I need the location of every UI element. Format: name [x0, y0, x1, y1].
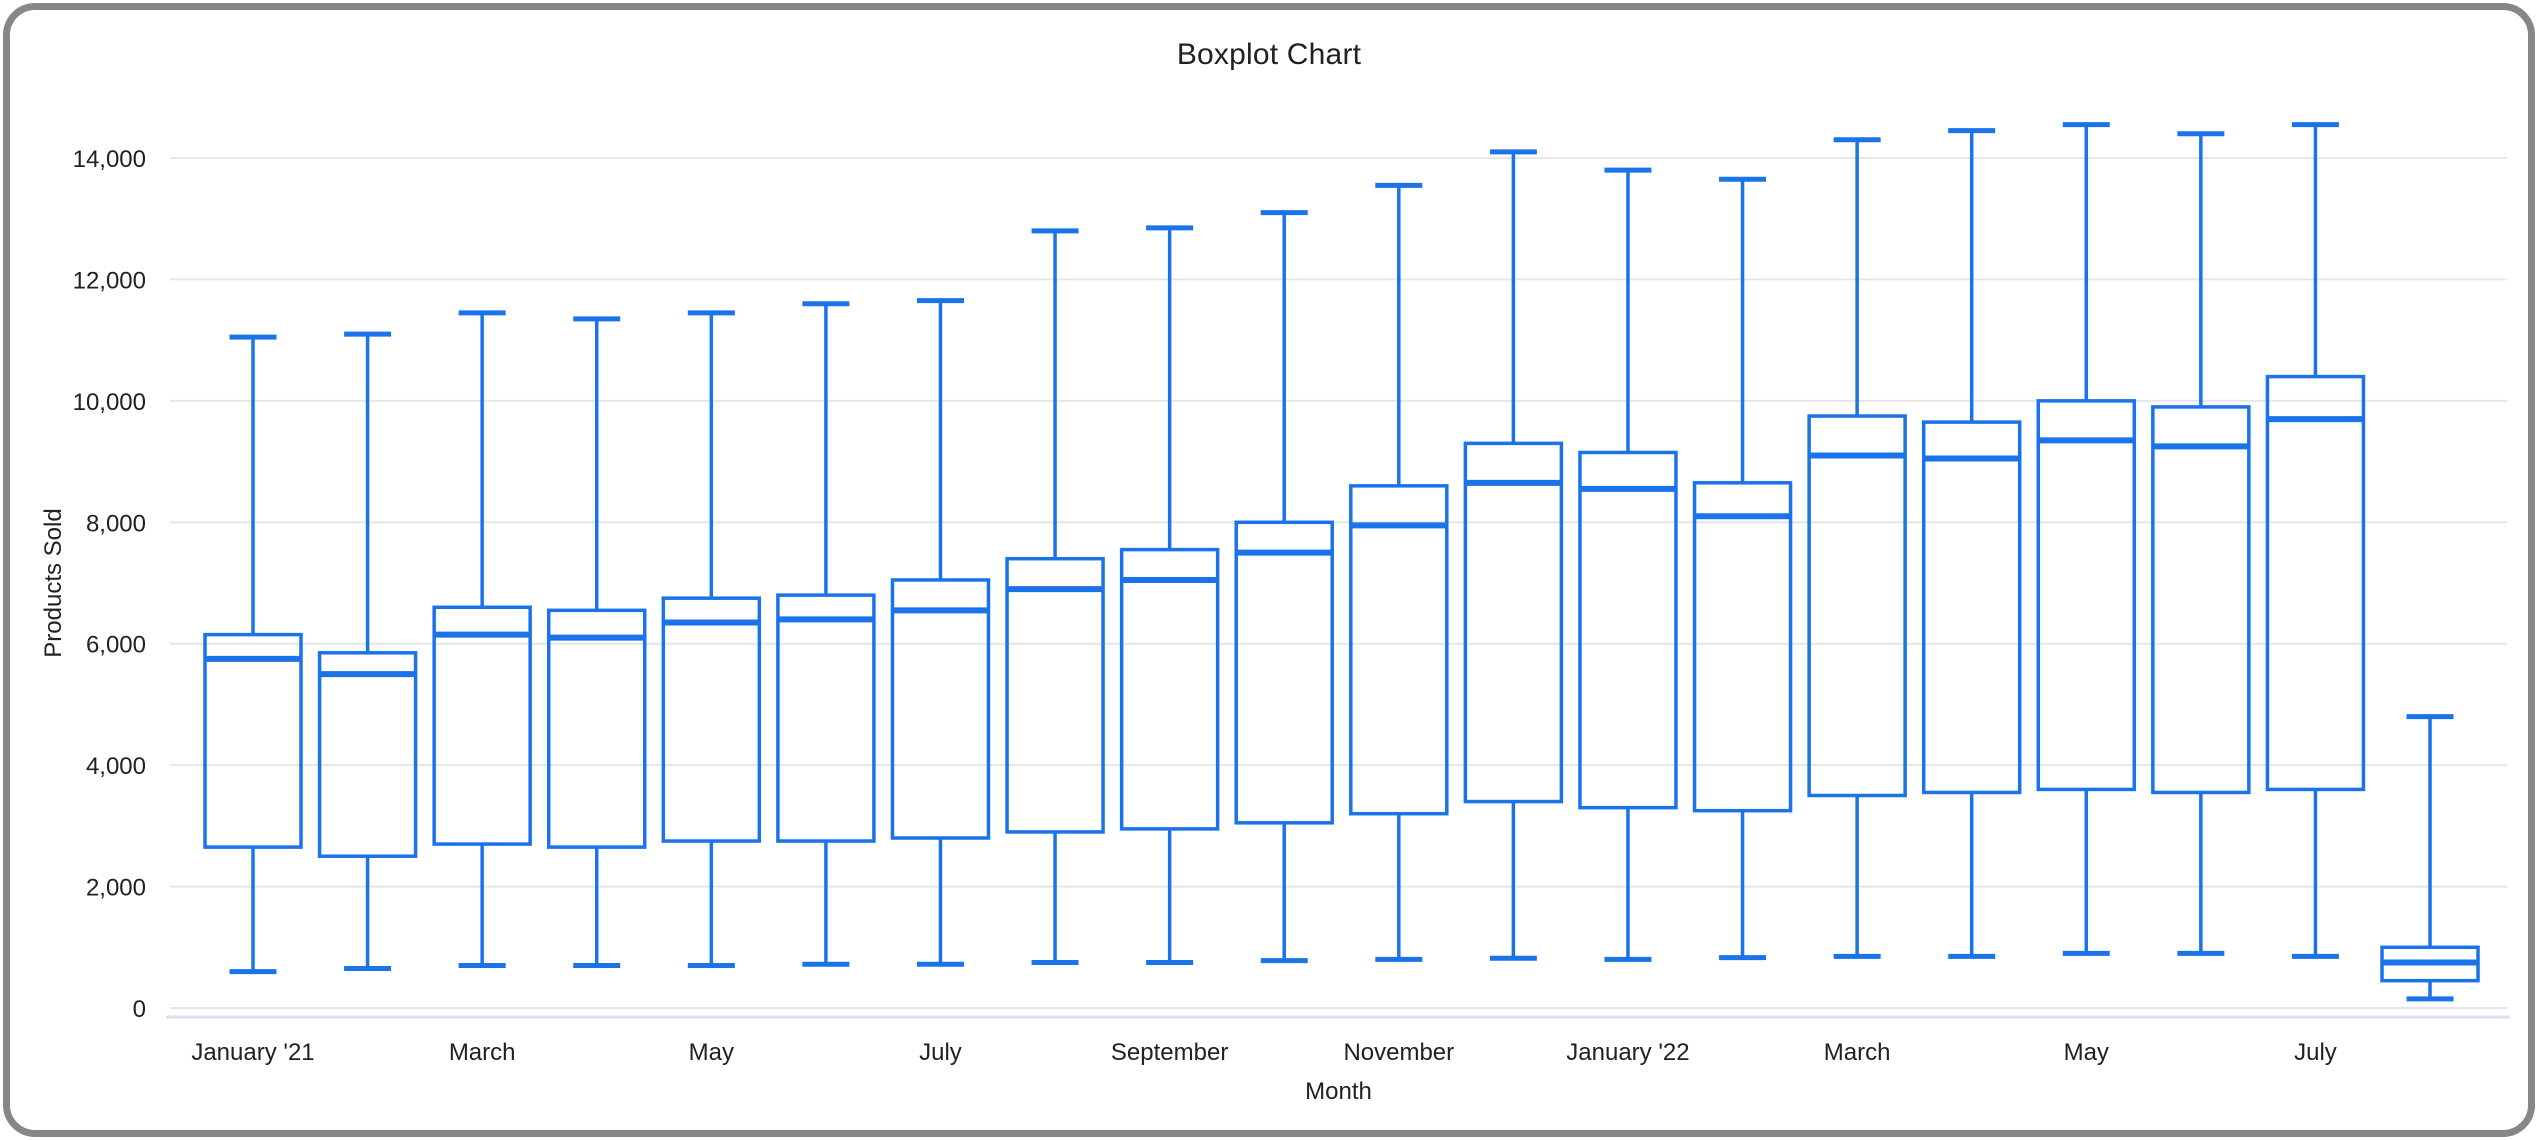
- boxplot-november-21[interactable]: [1349, 182, 1449, 962]
- x-tick-label: September: [1111, 1039, 1228, 1066]
- iqr-box: [890, 578, 991, 840]
- iqr-box: [203, 632, 303, 849]
- boxplot-october-21[interactable]: [1234, 210, 1334, 964]
- boxplot-may-21[interactable]: [661, 310, 762, 968]
- x-tick-label: May: [689, 1039, 734, 1066]
- boxplot-june-21[interactable]: [776, 301, 876, 967]
- iqr-box: [2151, 405, 2251, 795]
- iqr-box: [432, 605, 532, 846]
- boxplot-march-22[interactable]: [1807, 137, 1907, 959]
- iqr-box: [1234, 520, 1334, 825]
- y-tick-label: 4,000: [86, 753, 146, 780]
- iqr-box: [661, 596, 762, 843]
- boxplot-august-22[interactable]: [2380, 714, 2480, 1002]
- boxplot-august-21[interactable]: [1005, 228, 1105, 965]
- boxplot-february-21[interactable]: [317, 331, 418, 972]
- boxplot-september-21[interactable]: [1119, 225, 1220, 965]
- boxplot-january-22[interactable]: [1578, 167, 1678, 962]
- iqr-box: [2265, 374, 2366, 792]
- iqr-box: [1692, 481, 1793, 813]
- x-tick-label: May: [2064, 1039, 2109, 1066]
- iqr-box: [1349, 484, 1449, 816]
- y-tick-label: 0: [133, 996, 146, 1023]
- boxplot-july-21[interactable]: [890, 298, 991, 967]
- y-tick-label: 12,000: [73, 267, 146, 294]
- chart-title: Boxplot Chart: [1176, 38, 1362, 71]
- x-tick-label: March: [1824, 1039, 1891, 1066]
- x-tick-label: January '22: [1566, 1039, 1689, 1066]
- boxplot-march-21[interactable]: [432, 310, 532, 968]
- boxplot-february-22[interactable]: [1692, 176, 1793, 961]
- iqr-box: [1119, 547, 1220, 831]
- iqr-box: [1005, 556, 1105, 834]
- iqr-box: [1463, 441, 1564, 804]
- boxplot-december-21[interactable]: [1463, 149, 1564, 961]
- y-tick-label: 8,000: [86, 510, 146, 537]
- y-tick-label: 10,000: [73, 389, 146, 416]
- x-tick-label: November: [1343, 1039, 1454, 1066]
- iqr-box: [2036, 399, 2137, 792]
- iqr-box: [1578, 450, 1678, 810]
- y-tick-label: 14,000: [73, 146, 146, 173]
- boxplot-july-22[interactable]: [2265, 122, 2366, 959]
- y-tick-label: 2,000: [86, 875, 146, 902]
- boxplot-june-22[interactable]: [2151, 131, 2251, 956]
- boxplot-may-22[interactable]: [2036, 122, 2137, 956]
- y-tick-label: 6,000: [86, 632, 146, 659]
- boxplot-april-22[interactable]: [1921, 128, 2022, 959]
- x-tick-label: March: [449, 1039, 516, 1066]
- x-tick-label: July: [919, 1039, 962, 1066]
- iqr-box: [317, 651, 418, 858]
- x-tick-label: January '21: [191, 1039, 314, 1066]
- iqr-box: [776, 593, 876, 843]
- x-tick-label: July: [2294, 1039, 2337, 1066]
- iqr-box: [1807, 414, 1907, 798]
- iqr-box: [546, 608, 647, 849]
- boxplot-january-21[interactable]: [203, 334, 303, 975]
- iqr-box: [1921, 420, 2022, 795]
- boxplot-april-21[interactable]: [546, 316, 647, 968]
- x-axis-title: Month: [1305, 1078, 1372, 1105]
